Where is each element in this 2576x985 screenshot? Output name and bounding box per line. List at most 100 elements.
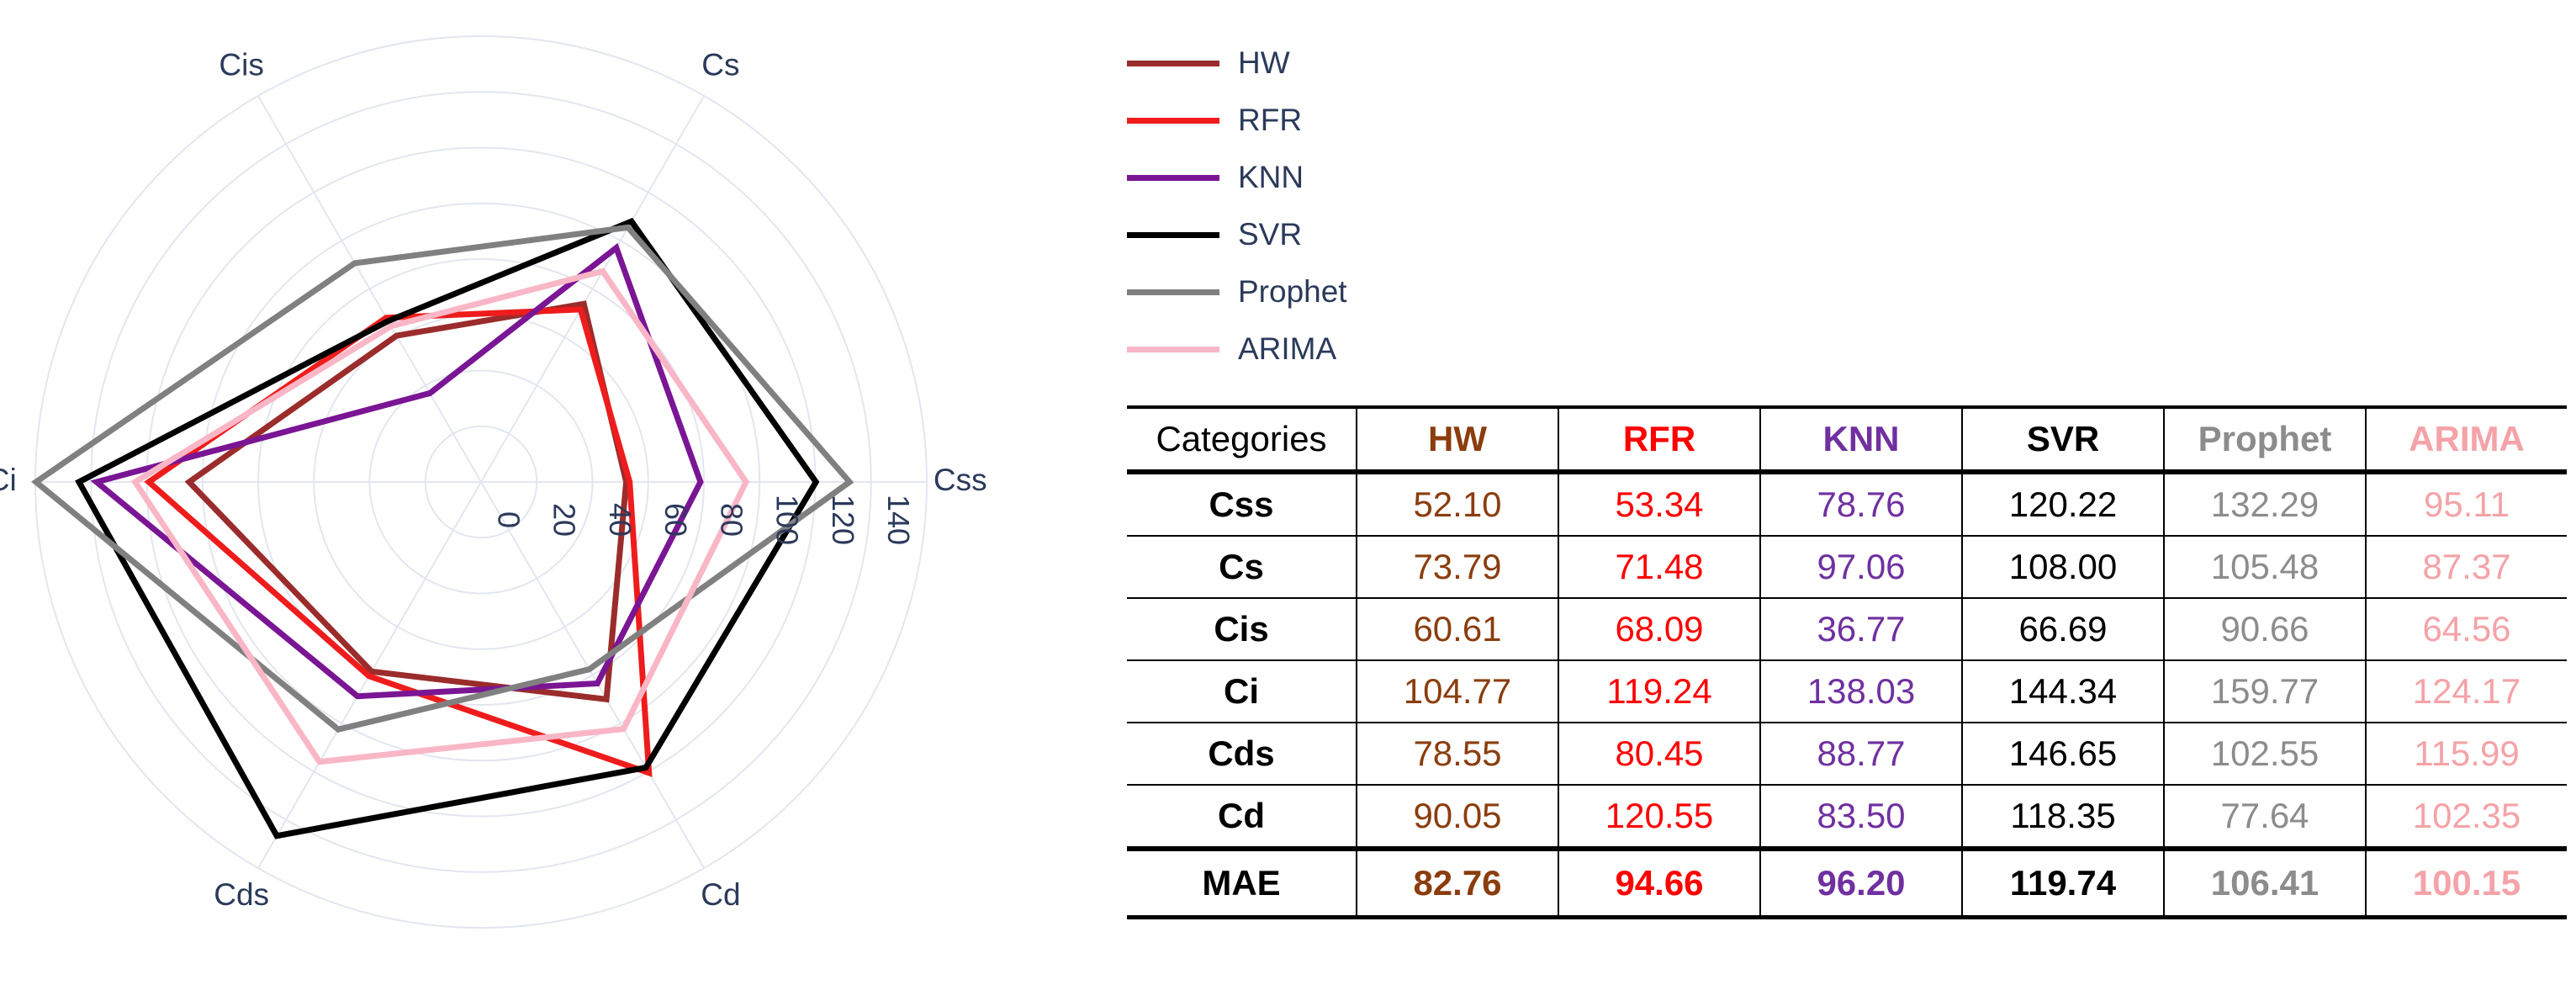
axis-label-cis: Cis [219, 47, 263, 82]
table-header-prophet: Prophet [2163, 407, 2366, 474]
legend-item-rfr: RFR [1127, 95, 1302, 146]
table-cell-svr: 108.00 [1961, 536, 2164, 599]
table-row-label: MAE [1127, 846, 1357, 919]
table-cell-prophet: 159.77 [2163, 660, 2366, 723]
table-row: Cis 60.61 68.09 36.77 66.69 90.66 64.56 [1127, 598, 2567, 661]
table-cell-hw: 52.10 [1356, 472, 1558, 537]
radial-tick-label: 140 [881, 495, 916, 545]
axis-label-ci: Ci [0, 463, 17, 497]
table-header-svr: SVR [1961, 407, 2164, 474]
table-cell-prophet: 102.55 [2163, 723, 2366, 786]
table-cell-prophet: 77.64 [2163, 785, 2366, 850]
axis-label-cs: Cs [701, 47, 739, 82]
table-row-label: Css [1127, 472, 1357, 537]
chart-legend: HW RFR KNN SVR Prophet ARIMA [1127, 38, 1716, 391]
table-row-label: Cs [1127, 536, 1357, 599]
table-row: Cs 73.79 71.48 97.06 108.00 105.48 87.37 [1127, 536, 2567, 599]
table-cell-arima: 115.99 [2365, 723, 2567, 786]
table-cell-knn: 96.20 [1759, 846, 1962, 919]
table-row: Ci 104.77 119.24 138.03 144.34 159.77 124.17 [1127, 660, 2567, 723]
legend-label: SVR [1238, 217, 1303, 252]
legend-item-knn: KNN [1127, 152, 1304, 203]
legend-label: ARIMA [1238, 331, 1337, 366]
table-cell-svr: 120.22 [1961, 472, 2164, 537]
table-cell-rfr: 68.09 [1558, 598, 1760, 661]
table-cell-svr: 118.35 [1961, 785, 2164, 850]
radial-tick-label: 20 [547, 503, 582, 537]
series-hw [184, 300, 630, 703]
table-cell-knn: 88.77 [1759, 723, 1962, 786]
table-cell-hw: 82.76 [1356, 846, 1558, 919]
table-header-row: Categories HW RFR KNN SVR Prophet ARIMA [1127, 407, 2567, 474]
table-row-label: Cd [1127, 785, 1357, 850]
legend-label: Prophet [1238, 274, 1347, 309]
table-header-arima: ARIMA [2365, 407, 2567, 474]
radar-chart-svg: Css Cs Cis Ci Cds Cd 0 20 40 60 80 100 120 140 [0, 35, 987, 929]
radial-tick-label: 100 [770, 495, 805, 545]
table-cell-knn: 83.50 [1759, 785, 1962, 850]
table-cell-rfr: 53.34 [1558, 472, 1760, 537]
table-cell-rfr: 120.55 [1558, 785, 1760, 850]
table-cell-arima: 87.37 [2365, 536, 2567, 599]
results-table-container: Categories HW RFR KNN SVR Prophet ARIMA … [1127, 405, 2567, 919]
table-summary-row: MAE 82.76 94.66 96.20 119.74 106.41 100.15 [1127, 846, 2567, 919]
axis-label-cds: Cds [214, 877, 269, 912]
table-cell-arima: 102.35 [2365, 785, 2567, 850]
table-body: Css 52.10 53.34 78.76 120.22 132.29 95.11 Cs 73.… [1127, 472, 2567, 919]
table-cell-knn: 97.06 [1759, 536, 1962, 599]
table-cell-arima: 64.56 [2365, 598, 2567, 661]
table-row-label: Ci [1127, 660, 1357, 723]
table-header-categories: Categories [1127, 407, 1357, 474]
table-cell-arima: 124.17 [2365, 660, 2567, 723]
radial-tick-label: 120 [826, 495, 860, 545]
axis-label-cd: Cd [701, 877, 740, 912]
grid-spoke [480, 481, 705, 869]
table-cell-knn: 78.76 [1759, 472, 1962, 537]
legend-swatch [1127, 117, 1219, 124]
table-cell-arima: 95.11 [2365, 472, 2567, 537]
table-cell-arima: 100.15 [2365, 846, 2567, 919]
legend-swatch [1127, 231, 1219, 238]
legend-item-hw: HW [1127, 38, 1290, 88]
legend-item-prophet: Prophet [1127, 267, 1347, 317]
table-cell-hw: 104.77 [1356, 660, 1558, 723]
legend-label: HW [1238, 45, 1290, 80]
table-cell-svr: 66.69 [1961, 598, 2164, 661]
table-header-hw: HW [1356, 407, 1558, 474]
series-prophet [30, 224, 854, 733]
series-rfr [144, 306, 653, 777]
table-cell-hw: 90.05 [1356, 785, 1558, 850]
legend-swatch [1127, 289, 1219, 295]
legend-item-svr: SVR [1127, 209, 1302, 260]
table-cell-knn: 36.77 [1759, 598, 1962, 661]
table-row-label: Cds [1127, 723, 1357, 786]
series-knn [90, 242, 704, 700]
table-cell-prophet: 105.48 [2163, 536, 2366, 599]
table-cell-prophet: 90.66 [2163, 598, 2366, 661]
table-cell-svr: 144.34 [1961, 660, 2164, 723]
legend-label: RFR [1238, 103, 1303, 137]
legend-swatch [1127, 174, 1219, 181]
grid-spoke [257, 95, 482, 483]
legend-label: KNN [1238, 160, 1304, 194]
legend-item-arima: ARIMA [1127, 324, 1336, 374]
table-cell-knn: 138.03 [1759, 660, 1962, 723]
table-cell-rfr: 119.24 [1558, 660, 1760, 723]
table-cell-rfr: 80.45 [1558, 723, 1760, 786]
table-cell-prophet: 132.29 [2163, 472, 2366, 537]
series-svr [75, 217, 820, 839]
results-table: Categories HW RFR KNN SVR Prophet ARIMA … [1127, 405, 2567, 919]
table-row: Cds 78.55 80.45 88.77 146.65 102.55 115.99 [1127, 723, 2567, 786]
table-row: Css 52.10 53.34 78.76 120.22 132.29 95.11 [1127, 472, 2567, 537]
series-arima [130, 267, 750, 765]
legend-swatch [1127, 346, 1219, 352]
table-cell-svr: 146.65 [1961, 723, 2164, 786]
axis-label-css: Css [934, 463, 987, 497]
table-cell-rfr: 94.66 [1558, 846, 1760, 919]
table-row-label: Cis [1127, 598, 1357, 661]
grid-spoke [480, 95, 705, 483]
table-header-rfr: RFR [1558, 407, 1760, 474]
radial-tick-label: 60 [659, 503, 693, 537]
radial-tick-label: 40 [603, 503, 637, 537]
radial-tick-label: 80 [714, 503, 748, 537]
